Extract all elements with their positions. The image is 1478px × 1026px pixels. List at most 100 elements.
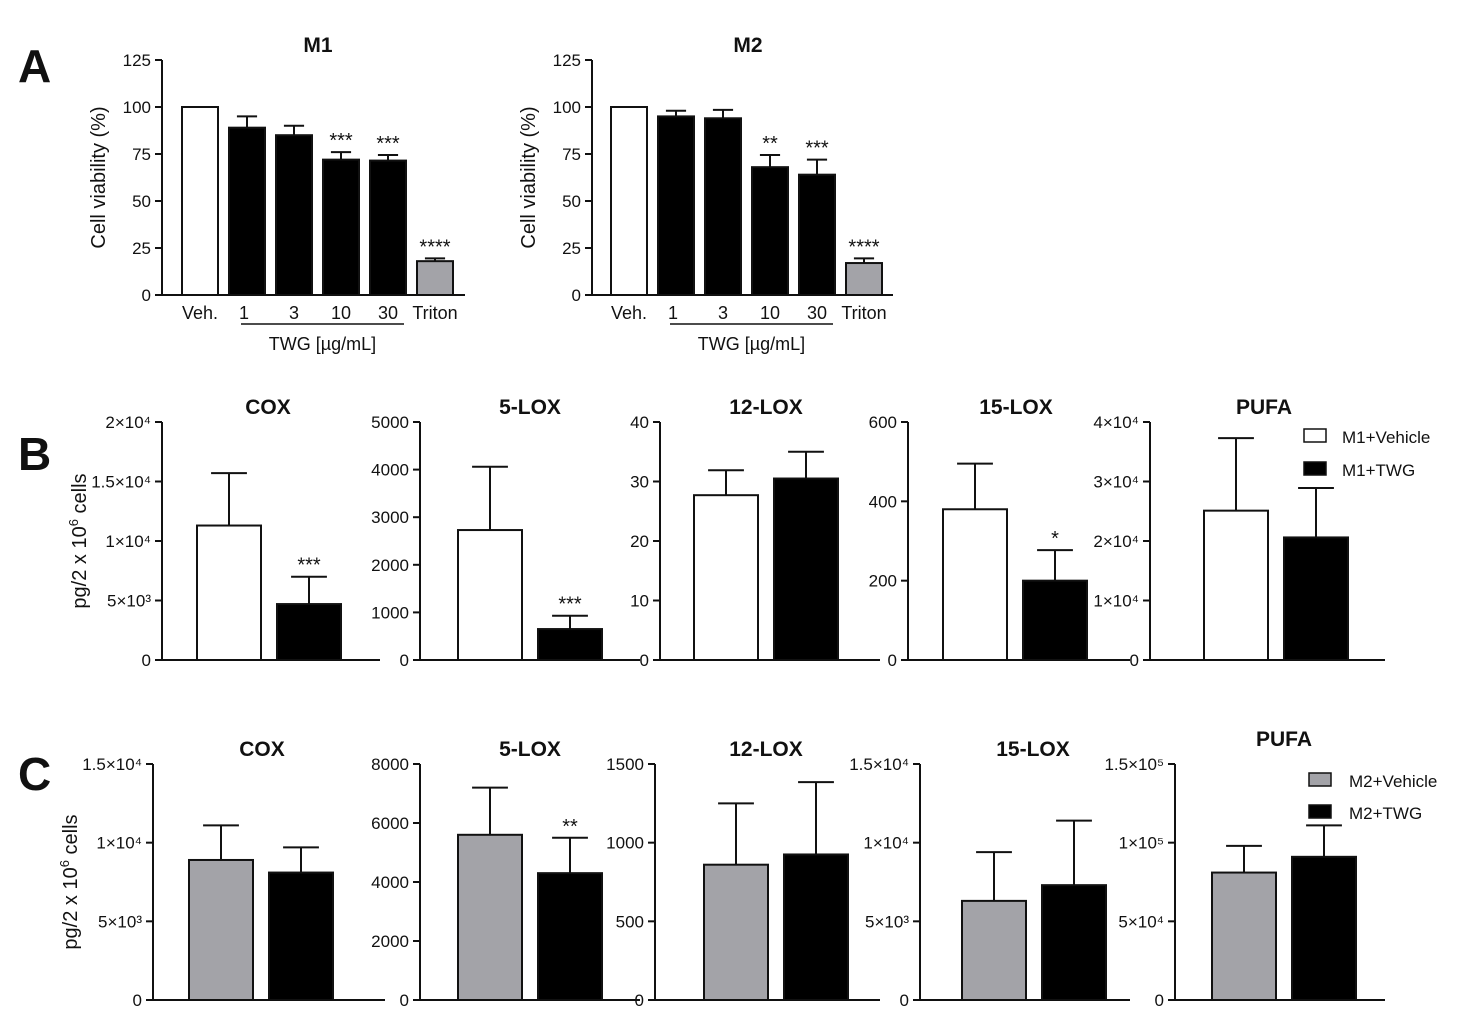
- bar-10: [322, 158, 360, 296]
- significance-marker: ****: [419, 236, 450, 258]
- x-tick-label: 3: [718, 303, 728, 323]
- y-axis-title: pg/2 x 106 cells: [57, 814, 82, 949]
- panel-label-c: C: [18, 748, 51, 800]
- significance-marker: ***: [376, 133, 400, 155]
- legend-swatch-m1-twg: [1303, 461, 1327, 476]
- chart-panel-b-pufa: PUFA 0 1×10⁴ 2×10⁴ 3×10⁴ 4×10⁴: [1093, 396, 1385, 670]
- chart-title: 12-LOX: [729, 738, 803, 761]
- y-tick-label: 8000: [371, 755, 409, 774]
- significance-marker: ****: [848, 236, 879, 258]
- y-tick-label: 2×10⁴: [105, 413, 151, 432]
- y-tick-label: 1000: [606, 834, 644, 853]
- bar-m2-twg: [268, 871, 334, 1001]
- y-tick-label: 2000: [371, 932, 409, 951]
- significance-marker: ***: [558, 594, 582, 616]
- significance-marker: *: [1051, 528, 1059, 550]
- chart-title: PUFA: [1236, 396, 1292, 419]
- x-tick-label: 30: [378, 303, 398, 323]
- chart-title: M1: [303, 34, 332, 57]
- chart-title: PUFA: [1256, 728, 1312, 751]
- x-group-label: TWG [µg/mL]: [698, 334, 805, 354]
- y-tick-label: 5×10³: [865, 912, 909, 931]
- y-tick-label: 4000: [371, 873, 409, 892]
- bar-m1-vehicle: [457, 529, 523, 661]
- bar-m2-vehicle: [1211, 871, 1277, 1001]
- y-tick-label: 400: [869, 492, 897, 511]
- y-tick-label: 20: [630, 532, 649, 551]
- panel-label-b: B: [18, 428, 51, 480]
- x-tick-label: Triton: [412, 303, 457, 323]
- y-tick-label: 500: [616, 912, 644, 931]
- chart-panel-c-cox: COX 0 5×10³ 1×10⁴ 1.5×10⁴ pg/2 x 106 cells: [57, 738, 385, 1010]
- y-tick-label: 1500: [606, 755, 644, 774]
- chart-panel-c-12-lox: 12-LOX 0 500 1000 1500: [606, 738, 880, 1010]
- significance-marker: **: [562, 816, 578, 838]
- y-tick-label: 0: [572, 286, 581, 305]
- legend-swatch-m2-twg: [1308, 804, 1332, 819]
- bar-m1-vehicle: [942, 508, 1008, 661]
- y-tick-label: 0: [888, 651, 897, 670]
- x-tick-label: 1: [668, 303, 678, 323]
- x-tick-label: Triton: [841, 303, 886, 323]
- y-tick-label: 75: [132, 145, 151, 164]
- bar-m2-vehicle: [961, 899, 1027, 1002]
- y-tick-label: 50: [562, 192, 581, 211]
- y-tick-label: 0: [900, 991, 909, 1010]
- bar-m2-twg: [537, 872, 603, 1002]
- bar-1: [228, 126, 266, 297]
- y-tick-label: 1.5×10⁴: [849, 755, 909, 774]
- chart-title: COX: [245, 396, 291, 419]
- bar-3: [275, 134, 313, 296]
- y-tick-label: 1000: [371, 603, 409, 622]
- y-tick-label: 50: [132, 192, 151, 211]
- y-tick-label: 0: [1155, 991, 1164, 1010]
- y-tick-label: 1×10⁴: [863, 834, 909, 853]
- significance-marker: ***: [805, 138, 829, 160]
- chart-title: M2: [733, 34, 762, 57]
- y-tick-label: 1.5×10⁴: [91, 473, 151, 492]
- chart-panel-b-12-lox: 12-LOX 0 10 20 30 40: [630, 396, 880, 670]
- legend-label-m1-twg: M1+TWG: [1342, 461, 1415, 480]
- chart-panel-c-pufa: PUFA 0 5×10⁴ 1×10⁵ 1.5×10⁵: [1104, 728, 1385, 1010]
- chart-title: COX: [239, 738, 285, 761]
- chart-title: 15-LOX: [996, 738, 1070, 761]
- y-tick-label: 0: [133, 991, 142, 1010]
- y-tick-label: 0: [142, 651, 151, 670]
- y-tick-label: 10: [630, 592, 649, 611]
- legend-label-m2-vehicle: M2+Vehicle: [1349, 772, 1437, 791]
- y-tick-label: 6000: [371, 814, 409, 833]
- y-tick-label: 2×10⁴: [1093, 532, 1139, 551]
- bar-30: [798, 173, 836, 296]
- bar-m2-vehicle: [188, 858, 254, 1001]
- y-tick-label: 3000: [371, 508, 409, 527]
- y-tick-label: 125: [553, 51, 581, 70]
- y-tick-label: 0: [640, 651, 649, 670]
- legend-swatch-m1-vehicle: [1303, 428, 1327, 443]
- legend-label-m2-twg: M2+TWG: [1349, 804, 1422, 823]
- bar-m1-twg: [1283, 536, 1349, 661]
- y-tick-label: 0: [635, 991, 644, 1010]
- bar-m2-vehicle: [703, 863, 769, 1002]
- significance-marker: **: [762, 133, 778, 155]
- y-tick-label: 1×10⁵: [1119, 834, 1164, 853]
- y-tick-label: 100: [123, 98, 151, 117]
- y-tick-label: 30: [630, 473, 649, 492]
- legend-label-m1-vehicle: M1+Vehicle: [1342, 428, 1430, 447]
- y-tick-label: 75: [562, 145, 581, 164]
- chart-panel-c-15-lox: 15-LOX 0 5×10³ 1×10⁴ 1.5×10⁴: [849, 738, 1130, 1010]
- bar-m1-twg: [537, 628, 603, 661]
- bar-m1-vehicle: [196, 524, 262, 662]
- chart-panel-b-15-lox: 15-LOX 0 200 400 600 *: [869, 396, 1130, 670]
- y-tick-label: 1.5×10⁴: [82, 755, 142, 774]
- y-tick-label: 5×10⁴: [1118, 912, 1164, 931]
- x-tick-label: Veh.: [611, 303, 647, 323]
- y-tick-label: 0: [400, 991, 409, 1010]
- significance-marker: ***: [329, 130, 353, 152]
- x-tick-label: 1: [239, 303, 249, 323]
- y-tick-label: 0: [1130, 651, 1139, 670]
- panel-label-a: A: [18, 40, 51, 92]
